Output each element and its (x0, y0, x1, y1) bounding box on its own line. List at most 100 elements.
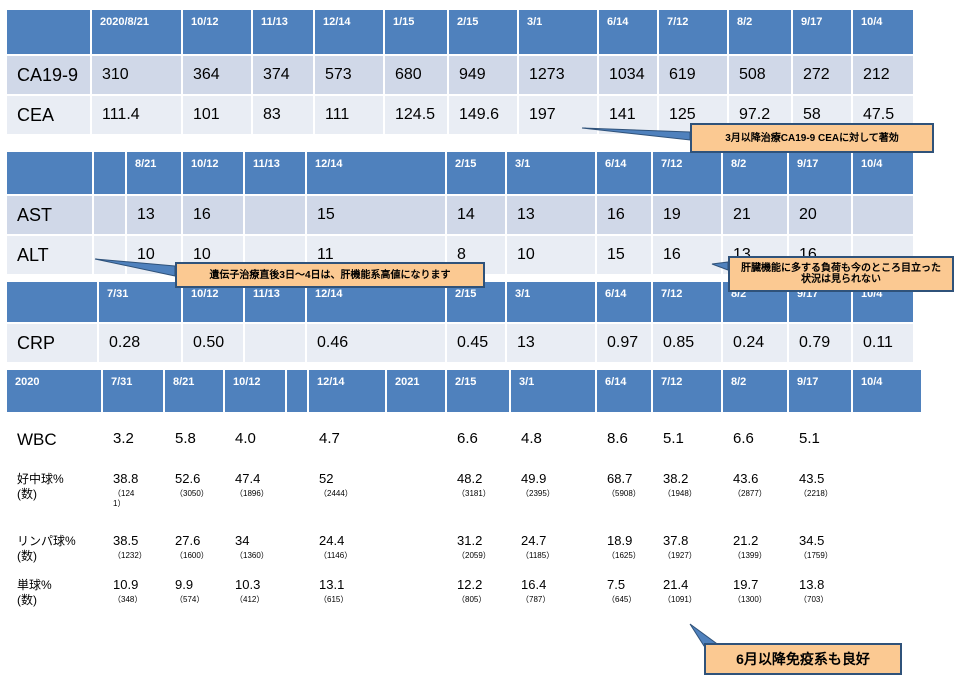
value-cell: 9.9 （574） (165, 572, 223, 614)
value-cell: 13.1 （615） (309, 572, 385, 614)
value-cell: 3.2 (103, 414, 163, 464)
header-cell: 10/4 (853, 152, 913, 194)
value-cell: 68.7 （5908） (597, 466, 651, 526)
value-cell: 573 (315, 56, 383, 94)
value-cell: 619 (659, 56, 727, 94)
value-text: 48.2 (457, 471, 483, 486)
header-cell: 6/14 (597, 152, 651, 194)
header-cell: 6/14 (599, 10, 657, 54)
row-label: WBC (17, 429, 57, 449)
value-text: 8.6 (607, 430, 628, 447)
value-cell: 1273 (519, 56, 597, 94)
value-cell (387, 466, 445, 526)
value-text: 49.9 (521, 471, 547, 486)
value-cell: 15 (597, 236, 651, 274)
value-cell: 20 (789, 196, 851, 234)
value-cell: 0.97 (597, 324, 651, 362)
header-cell: 7/12 (653, 152, 721, 194)
header-cell (94, 152, 125, 194)
value-cell: 24.7 （1185） (511, 528, 595, 570)
value-cell: 5.1 (653, 414, 721, 464)
lymphocyte-row: リンパ球% (数) 38.5 （1232） 27.6 （1600） 34 （1360） 24.… (6, 528, 922, 572)
value-cell: 38.5 （1232） (103, 528, 163, 570)
count-text: （1896） (235, 489, 269, 498)
value-text: 5.1 (663, 430, 684, 447)
value-cell: 149.6 (449, 96, 517, 134)
value-cell (853, 196, 913, 234)
value-cell: 43.5 （2218） (789, 466, 851, 526)
value-cell: 5.8 (165, 414, 223, 464)
value-text: 12.2 (457, 577, 483, 592)
value-cell: 4.7 (309, 414, 385, 464)
value-cell (245, 324, 305, 362)
monocyte-row: 単球% (数) 10.9 （348） 9.9 （574） 10.3 （412） 13.1 （61… (6, 572, 922, 616)
value-cell: 212 (853, 56, 913, 94)
value-cell: 12.2 （805） (447, 572, 509, 614)
value-text: 6.6 (733, 430, 754, 447)
value-cell (387, 572, 445, 614)
value-text: 9.9 (175, 577, 194, 592)
value-text: 19.7 (733, 577, 759, 592)
header-cell: 11/13 (245, 282, 305, 322)
count-text: （124 1） (113, 489, 135, 508)
header-cell: 3/1 (511, 370, 595, 412)
value-cell: 38.2 （1948） (653, 466, 721, 526)
value-cell: 310 (92, 56, 181, 94)
value-cell: 111.4 (92, 96, 181, 134)
value-text: 38.8 (113, 471, 139, 486)
value-text: 47.4 (235, 471, 261, 486)
count-text: （5908） (607, 489, 641, 498)
value-cell: 13 (127, 196, 181, 234)
value-cell: 8.6 (597, 414, 651, 464)
value-text: 27.6 (175, 533, 201, 548)
value-text: 38.2 (663, 471, 689, 486)
value-cell: 364 (183, 56, 251, 94)
value-text: 52.6 (175, 471, 201, 486)
liver-function-table: 8/21 10/12 11/13 12/14 2/15 3/1 6/14 7/12 8/2 9/1… (6, 152, 914, 276)
count-text: （787） (521, 595, 551, 604)
count-text: （1600） (175, 551, 209, 560)
count-text: （2395） (521, 489, 555, 498)
row-label: リンパ球% (数) (17, 534, 76, 563)
value-cell: 34.5 （1759） (789, 528, 851, 570)
value-cell: 38.8 （124 1） (103, 466, 163, 526)
header-cell: 3/1 (519, 10, 597, 54)
value-cell: 14 (447, 196, 505, 234)
value-cell: 508 (729, 56, 791, 94)
header-cell (7, 10, 90, 54)
value-cell: 124.5 (385, 96, 447, 134)
value-cell: 21 (723, 196, 787, 234)
count-text: （412） (235, 595, 265, 604)
count-text: （348） (113, 595, 143, 604)
value-cell (94, 236, 125, 274)
count-text: （615） (319, 595, 349, 604)
value-text: 13.1 (319, 577, 345, 592)
value-cell (287, 466, 307, 526)
value-text: 13.8 (799, 577, 825, 592)
value-text: 4.8 (521, 430, 542, 447)
value-cell: 141 (599, 96, 657, 134)
value-cell: 16 (653, 236, 721, 274)
value-cell: 0.79 (789, 324, 851, 362)
value-cell: 37.8 （1927） (653, 528, 721, 570)
header-cell: 10/4 (853, 370, 921, 412)
value-cell (853, 466, 921, 526)
value-text: 4.0 (235, 430, 256, 447)
value-cell: 24.4 （1146） (309, 528, 385, 570)
value-text: 43.6 (733, 471, 759, 486)
value-cell: 34 （1360） (225, 528, 285, 570)
value-cell: 13 (507, 196, 595, 234)
value-cell (853, 528, 921, 570)
count-text: （2218） (799, 489, 833, 498)
count-text: （1625） (607, 551, 641, 560)
callout-liver-after-gene-therapy: 遺伝子治療直後3日～4日は、肝機能系高値になります (175, 262, 485, 288)
count-text: （1360） (235, 551, 269, 560)
value-cell: 10 (127, 236, 181, 274)
header-row: 2020 7/31 8/21 10/12 12/14 2021 2/15 3/1 6/14 7/1… (6, 370, 922, 414)
value-cell: 16.4 （787） (511, 572, 595, 614)
header-cell: 2021 (387, 370, 445, 412)
value-text: 4.7 (319, 430, 340, 447)
value-cell: 48.2 （3181） (447, 466, 509, 526)
value-text: 10.9 (113, 577, 139, 592)
value-cell: 49.9 （2395） (511, 466, 595, 526)
